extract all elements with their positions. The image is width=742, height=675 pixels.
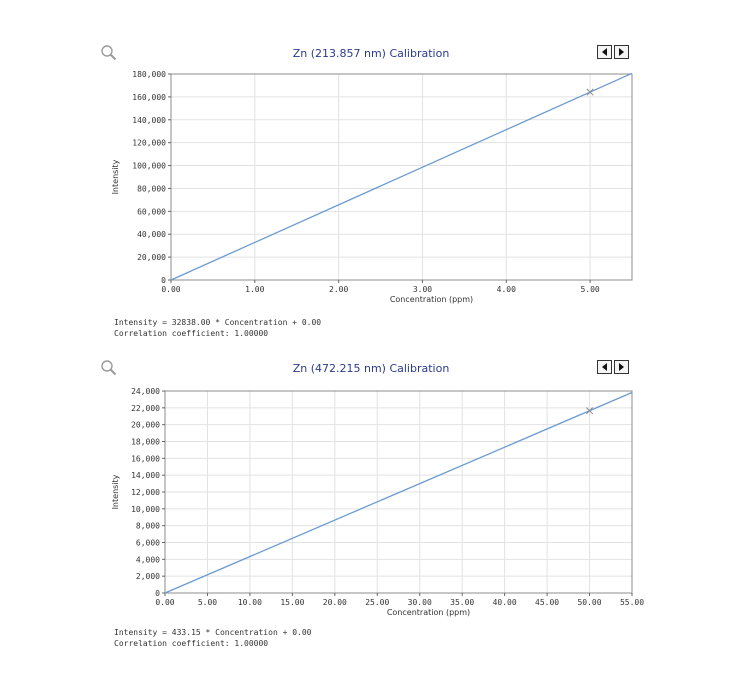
x-tick-label: 10.00 (238, 598, 262, 607)
y-tick-label: 0 (155, 589, 160, 598)
calibration-equation: Intensity = 433.15 * Concentration + 0.0… (114, 628, 312, 637)
x-tick-label: 5.00 (580, 285, 599, 294)
chart-nav (597, 45, 629, 59)
y-axis-label: Intensity (111, 159, 120, 194)
y-tick-label: 6,000 (136, 539, 160, 548)
chart-title: Zn (472.215 nm) Calibration (292, 362, 450, 375)
y-tick-label: 180,000 (132, 70, 166, 79)
y-tick-label: 20,000 (131, 421, 160, 430)
next-chart-button[interactable] (614, 360, 629, 374)
arrow-right-icon (619, 48, 624, 56)
calibration-equation: Intensity = 32838.00 * Concentration + 0… (114, 318, 322, 327)
arrow-right-icon (619, 363, 624, 371)
calibration-summary: Intensity = 32838.00 * Concentration + 0… (114, 317, 321, 339)
x-tick-label: 15.00 (280, 598, 304, 607)
y-tick-label: 40,000 (137, 230, 166, 239)
zoom-icon[interactable] (100, 44, 118, 62)
x-tick-label: 30.00 (408, 598, 432, 607)
y-tick-label: 140,000 (132, 116, 166, 125)
y-tick-label: 16,000 (131, 454, 160, 463)
prev-chart-button[interactable] (597, 360, 612, 374)
calibration-panel-1: Zn (213.857 nm) Calibration 0 20,000 40,00… (0, 40, 742, 345)
y-tick-label: 10,000 (131, 505, 160, 514)
x-tick-label: 25.00 (365, 598, 389, 607)
x-tick-label: 0.00 (161, 285, 180, 294)
x-tick-label: 5.00 (198, 598, 217, 607)
x-tick-label: 40.00 (493, 598, 517, 607)
prev-chart-button[interactable] (597, 45, 612, 59)
chart-nav (597, 360, 629, 374)
x-tick-label: 2.00 (329, 285, 348, 294)
correlation-coefficient: Correlation coefficient: 1.00000 (114, 639, 269, 648)
y-tick-label: 4,000 (136, 555, 160, 564)
calibration-line (164, 391, 633, 594)
y-tick-label: 22,000 (131, 404, 160, 413)
x-tick-label: 1.00 (245, 285, 264, 294)
x-tick-label: 4.00 (497, 285, 516, 294)
plot-frame (170, 73, 633, 281)
y-tick-label: 20,000 (137, 253, 166, 262)
calibration-line (170, 72, 633, 281)
x-tick-label: 50.00 (577, 598, 601, 607)
y-tick-label: 18,000 (131, 438, 160, 447)
y-tick-label: 100,000 (132, 162, 166, 171)
x-axis-label: Concentration (ppm) (390, 295, 473, 304)
calibration-plot: 0 2,000 4,000 6,000 8,000 10,000 12,000 14,000 1… (111, 387, 644, 617)
y-tick-label: 2,000 (136, 572, 160, 581)
calibration-point (586, 88, 594, 96)
x-tick-label: 0.00 (155, 598, 174, 607)
y-tick-label: 24,000 (131, 387, 160, 396)
arrow-left-icon (602, 363, 607, 371)
y-tick-label: 14,000 (131, 471, 160, 480)
next-chart-button[interactable] (614, 45, 629, 59)
calibration-panel-2: Zn (472.215 nm) Calibration 0 2,000 4,000 6… (0, 355, 742, 660)
arrow-left-icon (602, 48, 607, 56)
calibration-plot: 0 20,000 40,000 60,000 80,000 100,000 120,000 1… (111, 70, 633, 304)
y-tick-label: 60,000 (137, 207, 166, 216)
correlation-coefficient: Correlation coefficient: 1.00000 (114, 329, 269, 338)
y-tick-label: 12,000 (131, 488, 160, 497)
y-tick-label: 0 (161, 276, 166, 285)
y-tick-label: 8,000 (136, 522, 160, 531)
x-tick-label: 45.00 (535, 598, 559, 607)
x-tick-label: 35.00 (450, 598, 474, 607)
calibration-summary: Intensity = 433.15 * Concentration + 0.0… (114, 627, 311, 649)
y-tick-label: 80,000 (137, 184, 166, 193)
chart-title: Zn (213.857 nm) Calibration (292, 47, 450, 60)
y-axis-label: Intensity (111, 474, 120, 509)
x-tick-label: 55.00 (620, 598, 644, 607)
x-tick-label: 20.00 (323, 598, 347, 607)
zoom-icon[interactable] (100, 359, 118, 377)
y-tick-label: 160,000 (132, 93, 166, 102)
x-axis-label: Concentration (ppm) (387, 608, 470, 617)
y-tick-label: 120,000 (132, 139, 166, 148)
calibration-point (585, 407, 594, 415)
x-tick-label: 3.00 (413, 285, 432, 294)
